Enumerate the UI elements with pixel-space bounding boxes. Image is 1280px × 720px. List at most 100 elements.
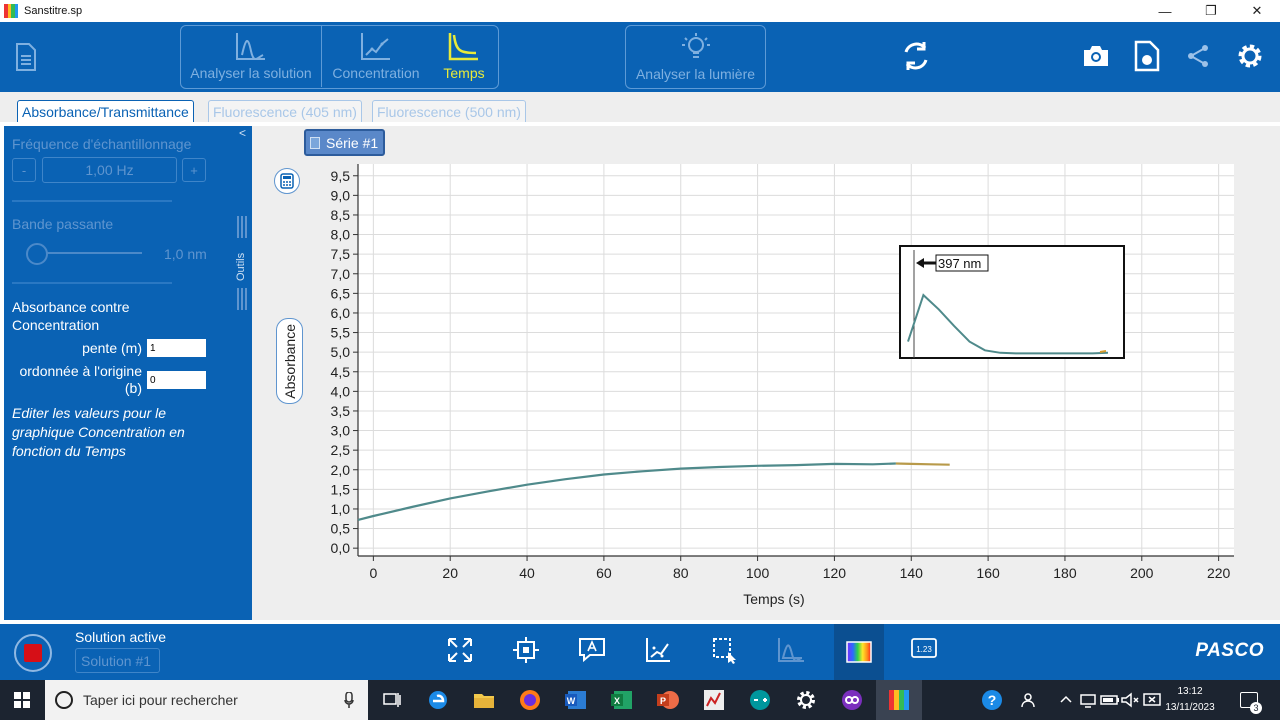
intercept-input[interactable] <box>147 371 206 389</box>
close-button[interactable]: ✕ <box>1251 3 1263 18</box>
clock-time: 13:12 <box>1177 686 1203 697</box>
sampling-value[interactable]: 1,00 Hz <box>42 157 177 183</box>
grip-icon <box>237 288 247 310</box>
camera-icon[interactable] <box>1082 44 1110 71</box>
volume-muted-icon[interactable] <box>1118 688 1142 712</box>
series-line <box>357 462 896 521</box>
inset-spectrum-curve <box>907 293 1109 355</box>
mode-time[interactable]: Temps <box>430 26 498 87</box>
collapse-panel-button[interactable]: < <box>238 126 246 140</box>
y-tick-label: 5,0 <box>331 344 351 360</box>
digits-display-icon[interactable]: 1.23 <box>910 636 938 663</box>
y-axis-selector[interactable]: Absorbance <box>276 318 303 404</box>
graph-app-icon[interactable] <box>702 688 726 712</box>
left-panel: < Fréquence d'échantillonnage - 1,00 Hz … <box>4 126 252 620</box>
notification-icon[interactable] <box>1240 692 1258 708</box>
selection-region-icon[interactable] <box>710 636 738 667</box>
calculator-icon[interactable] <box>274 168 300 194</box>
fit-view-icon[interactable] <box>446 636 474 667</box>
spectrum-view-button[interactable] <box>834 624 884 680</box>
bandwidth-slider-thumb[interactable] <box>26 243 48 265</box>
spectrum-icon <box>846 641 872 663</box>
svg-text:?: ? <box>988 692 997 708</box>
sampling-decrease-button[interactable]: - <box>12 158 36 182</box>
tab-fluorescence-500[interactable]: Fluorescence (500 nm) <box>372 100 526 122</box>
pasco-logo: PASCO <box>1195 640 1264 661</box>
windows-taskbar: Taper ici pour rechercher W X P ? 13:12 … <box>0 680 1280 720</box>
active-solution-selector[interactable]: Solution #1 <box>75 648 160 673</box>
y-tick-label: 5,5 <box>331 325 351 341</box>
x-tick-label: 220 <box>1207 565 1231 581</box>
edge-icon[interactable] <box>426 688 450 712</box>
x-tick-label: 140 <box>900 565 924 581</box>
help-icon[interactable]: ? <box>980 688 1004 712</box>
purple-app-icon[interactable] <box>840 688 864 712</box>
sampling-increase-button[interactable]: + <box>182 158 206 182</box>
settings-taskbar-icon[interactable] <box>794 688 818 712</box>
battery-icon[interactable] <box>1098 688 1122 712</box>
series-label: Série #1 <box>326 134 379 151</box>
lightbulb-icon <box>681 33 710 58</box>
save-snapshot-icon[interactable] <box>1134 40 1160 75</box>
network-icon[interactable] <box>1076 688 1100 712</box>
app-logo-icon <box>4 4 18 18</box>
curve-fit-icon[interactable] <box>644 636 672 667</box>
x-tick-label: 0 <box>369 565 377 581</box>
sub-tabs: Absorbance/Transmittance Fluorescence (4… <box>0 92 1280 122</box>
mode-analyze-solution[interactable]: Analyser la solution <box>181 26 322 87</box>
people-icon[interactable] <box>1018 688 1042 712</box>
tab-absorbance-transmittance[interactable]: Absorbance/Transmittance <box>17 100 194 122</box>
monitor-warning-icon[interactable] <box>1140 688 1164 712</box>
area-tool-icon[interactable] <box>776 636 806 667</box>
y-tick-label: 7,5 <box>331 246 351 262</box>
window-title: Sanstitre.sp <box>24 5 83 17</box>
taskbar-search-box[interactable]: Taper ici pour rechercher <box>45 680 368 720</box>
word-icon[interactable]: W <box>564 688 588 712</box>
arduino-icon[interactable] <box>748 688 772 712</box>
annotation-icon[interactable] <box>578 636 606 667</box>
absorbance-time-chart[interactable]: 0 20 40 60 80 100 120 140 160 180 200 220 0,0 0,5 1,0 1… <box>300 160 1260 612</box>
x-tick-label: 40 <box>519 565 535 581</box>
slope-input[interactable] <box>147 339 206 357</box>
y-tick-label: 2,5 <box>331 442 351 458</box>
search-placeholder: Taper ici pour rechercher <box>83 692 238 708</box>
inset-wavelength-label: 397 nm <box>938 256 981 271</box>
firefox-icon[interactable] <box>518 688 542 712</box>
inset-label-box <box>935 254 989 272</box>
bandwidth-slider-track[interactable] <box>30 252 142 254</box>
series-color-swatch <box>310 136 320 149</box>
clock-date: 13/11/2023 <box>1165 702 1215 713</box>
share-icon[interactable] <box>1186 44 1210 71</box>
series-selector[interactable]: Série #1 <box>304 129 385 156</box>
file-explorer-icon[interactable] <box>472 688 496 712</box>
excel-icon[interactable]: X <box>610 688 634 712</box>
stop-record-button[interactable] <box>14 634 52 672</box>
maximize-button[interactable]: ❐ <box>1205 3 1217 18</box>
spectrometer-app-icon[interactable] <box>887 688 911 712</box>
y-tick-label: 0,0 <box>331 540 351 556</box>
sync-icon[interactable] <box>898 38 934 77</box>
powerpoint-icon[interactable]: P <box>656 688 680 712</box>
tray-chevron-icon[interactable] <box>1054 688 1078 712</box>
plot-background <box>358 164 1234 556</box>
tools-drawer-handle[interactable]: Outils <box>235 216 249 312</box>
time-chart-icon <box>448 33 478 61</box>
taskbar-clock[interactable]: 13:12 13/11/2023 <box>1160 684 1220 716</box>
mode-concentration[interactable]: Concentration <box>322 26 430 87</box>
y-tick-label: 9,0 <box>331 187 351 203</box>
document-icon[interactable] <box>14 42 38 75</box>
windows-start-icon[interactable] <box>14 692 30 711</box>
y-tick-label: 4,5 <box>331 364 351 380</box>
window-titlebar: Sanstitre.sp — ❐ ✕ <box>0 0 1280 22</box>
svg-text:X: X <box>614 696 620 706</box>
svg-text:P: P <box>660 696 666 706</box>
gear-icon[interactable] <box>1236 42 1264 73</box>
y-tick-label: 1,0 <box>331 501 351 517</box>
task-view-icon[interactable] <box>380 688 404 712</box>
crosshair-select-icon[interactable] <box>512 636 540 667</box>
divider <box>12 200 172 202</box>
microphone-icon[interactable] <box>344 692 354 708</box>
tab-fluorescence-405[interactable]: Fluorescence (405 nm) <box>208 100 362 122</box>
analyze-light-button[interactable]: Analyser la lumière <box>625 25 766 89</box>
minimize-button[interactable]: — <box>1158 3 1172 19</box>
